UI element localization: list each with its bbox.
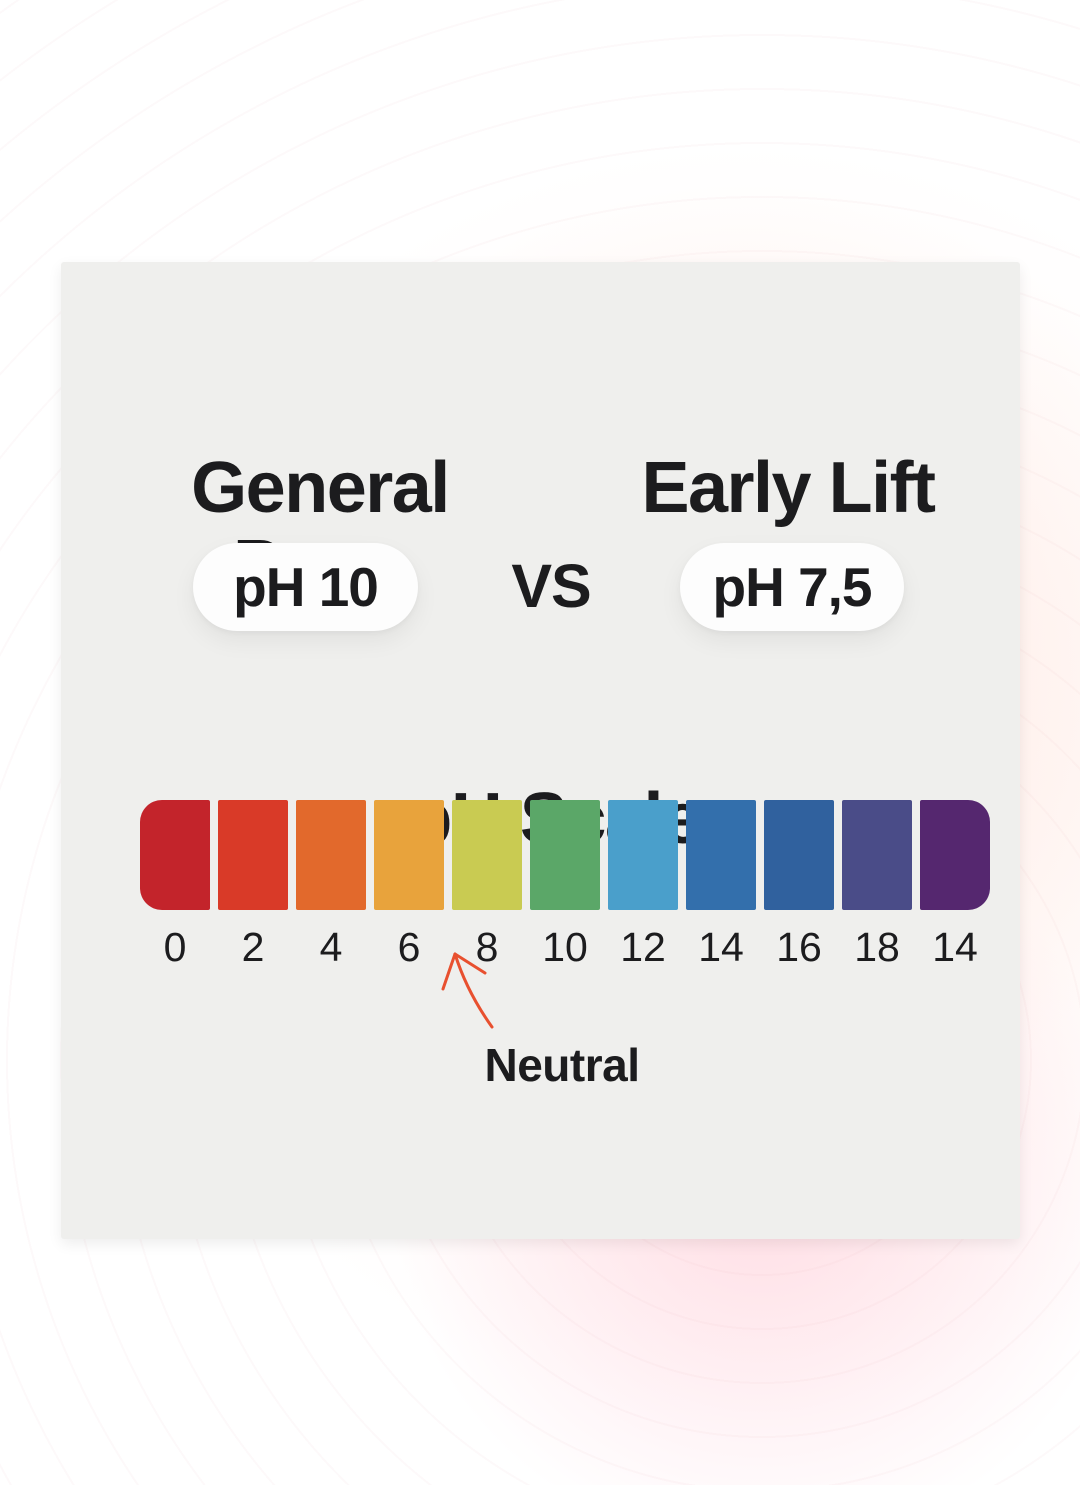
right-ph-value: pH 7,5 — [712, 556, 872, 618]
ph-scale-block — [764, 800, 834, 910]
ph-scale-tick-label: 14 — [698, 924, 744, 970]
ph-scale-block — [920, 800, 990, 910]
neutral-arrow-head-right — [453, 952, 487, 975]
right-ph-badge: pH 7,5 — [680, 543, 904, 631]
ph-scale-block — [140, 800, 210, 910]
ph-scale-tick-label: 6 — [397, 924, 421, 970]
neutral-arrow-head-left — [441, 952, 457, 991]
neutral-arrow-icon — [441, 952, 494, 1029]
ph-scale-tick-label: 10 — [542, 924, 588, 970]
right-product-title: Early Lift — [641, 447, 936, 528]
ph-scale-block — [374, 800, 444, 910]
left-ph-badge: pH 10 — [193, 543, 418, 631]
ph-scale-tick-label: 14 — [932, 924, 978, 970]
vs-label: VS — [511, 552, 591, 620]
ph-scale-tick-label: 4 — [319, 924, 343, 970]
neutral-annotation-label: Neutral — [484, 1039, 640, 1091]
ph-scale-block — [296, 800, 366, 910]
ph-scale-tick-label: 18 — [854, 924, 900, 970]
ph-scale-block — [842, 800, 912, 910]
ph-scale-block — [608, 800, 678, 910]
neutral-arrow-shaft — [453, 952, 494, 1029]
ph-scale-block — [530, 800, 600, 910]
left-ph-value: pH 10 — [233, 556, 379, 618]
ph-scale-block — [218, 800, 288, 910]
ph-scale-tick-label: 0 — [163, 924, 187, 970]
ph-scale-block — [452, 800, 522, 910]
ph-scale-bar — [140, 800, 990, 910]
infographic-card: General Perm Early Lift pH 10 VS pH 7,5 … — [61, 262, 1020, 1239]
ph-scale-tick-label: 12 — [620, 924, 666, 970]
ph-scale-tick-label: 8 — [475, 924, 499, 970]
ph-scale-labels: 0 2 4 6 8 10 12 14 16 18 14 — [140, 924, 990, 971]
ph-scale-block — [686, 800, 756, 910]
ph-scale-tick-label: 16 — [776, 924, 822, 970]
ph-scale-tick-label: 2 — [241, 924, 265, 970]
